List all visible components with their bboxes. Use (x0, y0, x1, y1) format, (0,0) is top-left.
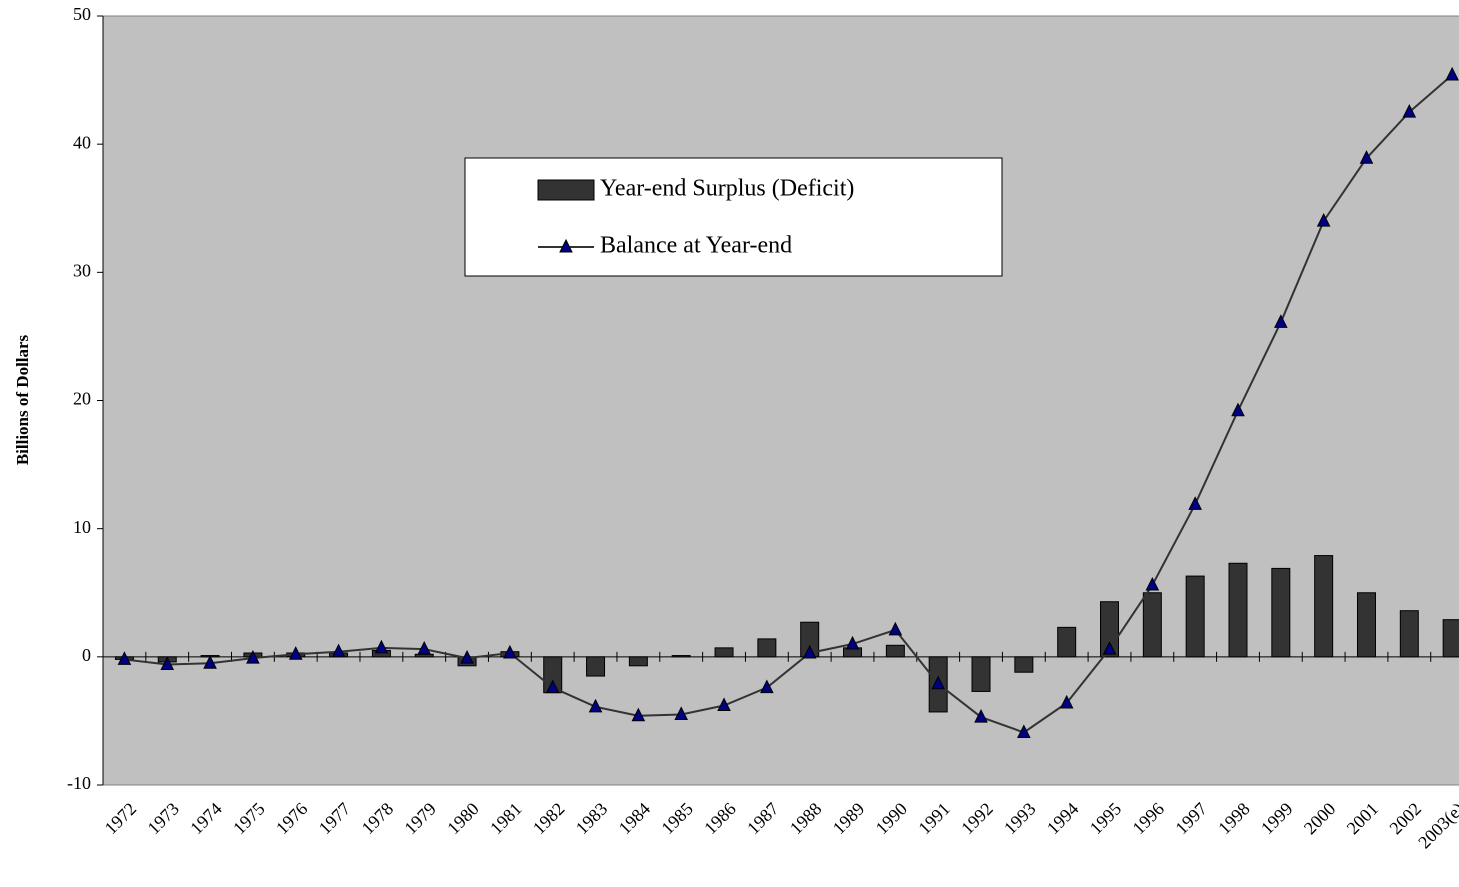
x-tick-label: 1994 (1043, 799, 1083, 839)
point (674, 706, 689, 721)
point (717, 697, 731, 712)
point (1102, 641, 1117, 655)
y-tick-label: 20 (73, 389, 91, 409)
point (503, 644, 517, 659)
bar (1356, 592, 1376, 658)
x-tick-label: 1986 (700, 799, 740, 839)
point (845, 635, 860, 650)
x-tick-label: 1987 (743, 799, 783, 839)
x-tick-label: 1982 (529, 799, 569, 839)
point (203, 655, 217, 669)
x-tick-label: 1984 (615, 799, 655, 839)
point (1017, 724, 1031, 738)
x-tick-label: 1999 (1257, 799, 1297, 839)
bar (1314, 555, 1334, 658)
point (460, 649, 474, 664)
bar (1142, 592, 1162, 658)
bar (414, 653, 434, 658)
legend-swatch (559, 238, 573, 253)
point (545, 679, 560, 694)
x-tick-label: 1989 (829, 799, 869, 839)
x-tick-label: 1995 (1086, 799, 1126, 839)
point (246, 649, 260, 664)
x-tick-label: 1976 (272, 799, 312, 839)
bar (1014, 656, 1034, 673)
x-tick-label: 1977 (315, 799, 355, 839)
bar (1228, 562, 1248, 658)
x-tick-label: 1991 (914, 799, 954, 839)
x-tick-label: 1972 (101, 799, 141, 839)
bar (671, 655, 691, 658)
y-tick-label: -10 (67, 773, 91, 793)
point (1145, 576, 1160, 591)
bar (1271, 567, 1291, 658)
point (117, 651, 132, 665)
x-tick-label: 1975 (229, 799, 269, 839)
point (417, 641, 432, 655)
bar (586, 656, 606, 677)
point (1445, 66, 1459, 81)
y-axis-label: Billions of Dollars (13, 334, 32, 465)
point (1059, 694, 1074, 709)
bar (1399, 610, 1419, 658)
point (974, 708, 988, 723)
y-tick-label: 50 (73, 4, 91, 24)
point (160, 656, 175, 671)
point (288, 646, 303, 660)
x-tick-label: 1985 (657, 799, 697, 839)
x-tick-label: 2000 (1300, 799, 1340, 839)
point (760, 679, 774, 694)
point (1274, 314, 1288, 328)
point (374, 639, 389, 654)
bar (714, 647, 734, 658)
point (888, 621, 903, 636)
x-tick-label: 1981 (486, 799, 526, 839)
x-tick-label: 1997 (1171, 799, 1211, 839)
point (1231, 402, 1245, 417)
x-tick-label: 1996 (1128, 799, 1168, 839)
point (1316, 212, 1331, 227)
point (802, 644, 817, 659)
bar (971, 656, 991, 692)
point (631, 707, 646, 722)
point (1402, 104, 1417, 118)
y-tick-label: 10 (73, 517, 91, 537)
point (331, 643, 346, 658)
point (931, 675, 945, 690)
x-tick-label: 1980 (443, 799, 483, 839)
bar (1185, 575, 1205, 658)
bar (885, 644, 905, 658)
bar (757, 638, 777, 658)
x-tick-label: 1990 (872, 799, 912, 839)
bar (1057, 626, 1077, 658)
bar (1442, 619, 1459, 658)
x-tick-label: 1979 (400, 799, 440, 839)
x-tick-label: 2001 (1343, 799, 1383, 839)
x-tick-label: 1988 (786, 799, 826, 839)
point (1188, 496, 1202, 510)
x-tick-label: 1978 (358, 799, 398, 839)
x-tick-label: 1974 (186, 799, 226, 839)
x-tick-label: 1973 (143, 799, 183, 839)
legend-label: Balance at Year-end (600, 233, 792, 259)
x-tick-label: 1992 (957, 799, 997, 839)
y-tick-label: 0 (82, 645, 91, 665)
x-tick-label: 2003(e) (1414, 799, 1459, 853)
y-tick-label: 40 (73, 132, 91, 152)
line (124, 74, 1453, 734)
bar (628, 656, 648, 667)
x-tick-label: 1993 (1000, 799, 1040, 839)
point (1359, 150, 1374, 164)
point (588, 698, 603, 713)
legend-swatch (537, 179, 595, 201)
x-tick-label: 1998 (1214, 799, 1254, 839)
x-tick-label: 1983 (572, 799, 612, 839)
legend (464, 157, 1003, 277)
legend-label: Year-end Surplus (Deficit) (600, 176, 854, 202)
y-tick-label: 30 (73, 260, 91, 280)
plot-area (102, 15, 1459, 786)
